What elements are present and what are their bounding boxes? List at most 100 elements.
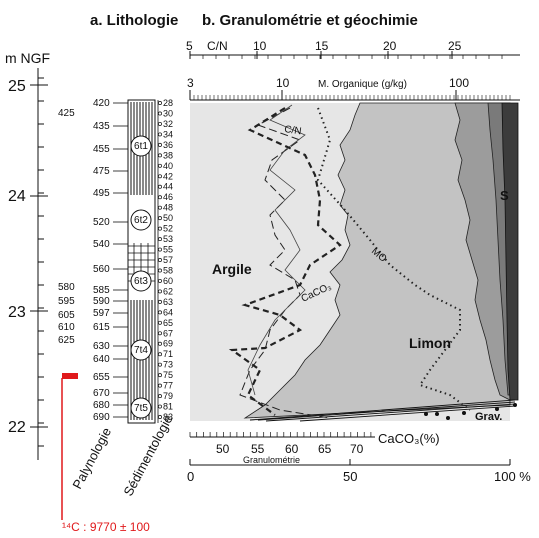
sample-7t5: 7t5 bbox=[134, 403, 148, 414]
altitude-axis: m NGF 25 24 23 22 bbox=[5, 50, 50, 460]
sedi-label: 42 bbox=[163, 171, 173, 181]
sedi-label: 52 bbox=[163, 224, 173, 234]
sedi-dot bbox=[158, 299, 162, 304]
sedi-dot bbox=[158, 174, 162, 179]
mo-tick-3: 3 bbox=[187, 76, 194, 90]
sedi-label: 53 bbox=[163, 234, 173, 244]
sample-7t4: 7t4 bbox=[134, 345, 148, 356]
sedi-dot bbox=[158, 247, 162, 252]
sedi-dot bbox=[158, 383, 162, 388]
cn-axis: 5 10 15 20 25 C/N bbox=[186, 39, 520, 59]
sedi-dot bbox=[158, 205, 162, 210]
depth-labels: 420 425 435 455 475 495 520 540 560 580 585 595 590 6… bbox=[58, 98, 128, 423]
caco3-curve bbox=[228, 107, 342, 416]
gravel-area bbox=[501, 102, 519, 401]
palynologie-label: Palynologie bbox=[69, 425, 114, 491]
depth-label: 435 bbox=[93, 121, 110, 132]
cn-curve-label: C/N bbox=[284, 124, 303, 137]
granulo-axis-label: Granulométrie bbox=[243, 455, 300, 465]
cn-tick-20: 20 bbox=[383, 39, 397, 53]
sedi-label: 81 bbox=[163, 402, 173, 412]
depth-label: 580 bbox=[58, 282, 75, 293]
sable-label: S bbox=[500, 188, 509, 203]
cn-curve-fine bbox=[247, 104, 306, 396]
sedi-dot bbox=[158, 237, 162, 242]
sedi-dot bbox=[158, 111, 162, 116]
argile-label: Argile bbox=[212, 261, 252, 277]
sedi-dot bbox=[158, 184, 162, 189]
sedi-label: 65 bbox=[163, 318, 173, 328]
caco3-tick-70: 70 bbox=[350, 442, 364, 456]
granulo-tick-100: 100 % bbox=[494, 469, 531, 484]
depth-label: 540 bbox=[93, 239, 110, 250]
cn-tick-25: 25 bbox=[448, 39, 462, 53]
sedi-label: 30 bbox=[163, 108, 173, 118]
mo-axis-label: M. Organique (g/kg) bbox=[318, 79, 407, 90]
cn-tick-15: 15 bbox=[315, 39, 329, 53]
sedimentologie-label: Sédimentologie bbox=[120, 412, 175, 498]
radiocarbon-marker: ¹⁴C : 9770 ± 100 bbox=[61, 373, 150, 534]
sedi-dot bbox=[158, 132, 162, 137]
sedimentology-labels: 2830323436384042444648505253555758606263… bbox=[157, 98, 173, 423]
sedi-label: 46 bbox=[163, 192, 173, 202]
cn-tick-5: 5 bbox=[186, 39, 193, 53]
mo-tick-100: 100 bbox=[449, 76, 469, 90]
depth-label: 615 bbox=[93, 322, 110, 333]
depth-label: 625 bbox=[58, 335, 75, 346]
depth-label: 690 bbox=[93, 412, 110, 423]
limon-label: Limon bbox=[409, 335, 451, 351]
altitude-unit: m NGF bbox=[5, 50, 50, 66]
caco3-axis-label: CaCO₃(%) bbox=[378, 431, 440, 446]
caco3-tick-60: 60 bbox=[285, 442, 299, 456]
caco3-tick-65: 65 bbox=[318, 442, 332, 456]
cn-axis-label: C/N bbox=[207, 39, 228, 53]
lithology-column: 6t1 6t2 6t3 7t4 7t5 bbox=[127, 99, 156, 424]
depth-label: 655 bbox=[93, 372, 110, 383]
altitude-tick-25: 25 bbox=[8, 78, 26, 95]
sedi-label: 38 bbox=[163, 150, 173, 160]
sedi-dot bbox=[158, 258, 162, 262]
depth-label: 670 bbox=[93, 388, 110, 399]
sedi-label: 63 bbox=[163, 297, 173, 307]
depth-label: 585 bbox=[93, 285, 110, 296]
sample-6t3: 6t3 bbox=[134, 276, 148, 287]
sedi-dot bbox=[158, 195, 162, 200]
granulo-tick-0: 0 bbox=[187, 469, 194, 484]
depth-label: 425 bbox=[58, 108, 75, 119]
radiocarbon-date: ¹⁴C : 9770 ± 100 bbox=[62, 520, 150, 534]
sedi-label: 83 bbox=[163, 412, 173, 422]
caco3-tick-50: 50 bbox=[216, 442, 230, 456]
sedi-dot bbox=[158, 153, 162, 158]
caco3-axis: 50 55 60 65 70 CaCO₃(%) bbox=[189, 431, 440, 456]
depth-label: 630 bbox=[93, 341, 110, 352]
sedi-dot bbox=[158, 394, 162, 399]
sedi-dot bbox=[158, 352, 162, 357]
sedi-dot bbox=[158, 121, 162, 126]
depth-label: 595 bbox=[58, 296, 75, 307]
sedi-label: 48 bbox=[163, 203, 173, 213]
depth-label: 475 bbox=[93, 166, 110, 177]
sedi-label: 60 bbox=[163, 276, 173, 286]
sedi-dot bbox=[158, 216, 162, 221]
limon-area bbox=[243, 102, 511, 419]
sedi-label: 79 bbox=[163, 391, 173, 401]
lithology-heading: a. Lithologie bbox=[90, 12, 178, 29]
sedi-label: 77 bbox=[163, 381, 173, 391]
sedi-dot bbox=[158, 415, 162, 419]
sedi-label: 36 bbox=[163, 140, 173, 150]
altitude-tick-23: 23 bbox=[8, 304, 26, 321]
sedi-dot bbox=[158, 163, 162, 168]
sedi-dot bbox=[158, 268, 162, 273]
sample-6t1: 6t1 bbox=[134, 141, 148, 152]
sedi-dot bbox=[158, 278, 162, 283]
depth-label: 640 bbox=[93, 354, 110, 365]
depth-label: 680 bbox=[93, 400, 110, 411]
sedi-label: 28 bbox=[163, 98, 173, 108]
sedi-dot bbox=[158, 341, 162, 346]
sedi-label: 34 bbox=[163, 129, 173, 139]
depth-label: 560 bbox=[93, 264, 110, 275]
sedi-label: 44 bbox=[163, 182, 173, 192]
sedi-dot bbox=[158, 310, 162, 315]
sedi-dot bbox=[158, 101, 162, 105]
